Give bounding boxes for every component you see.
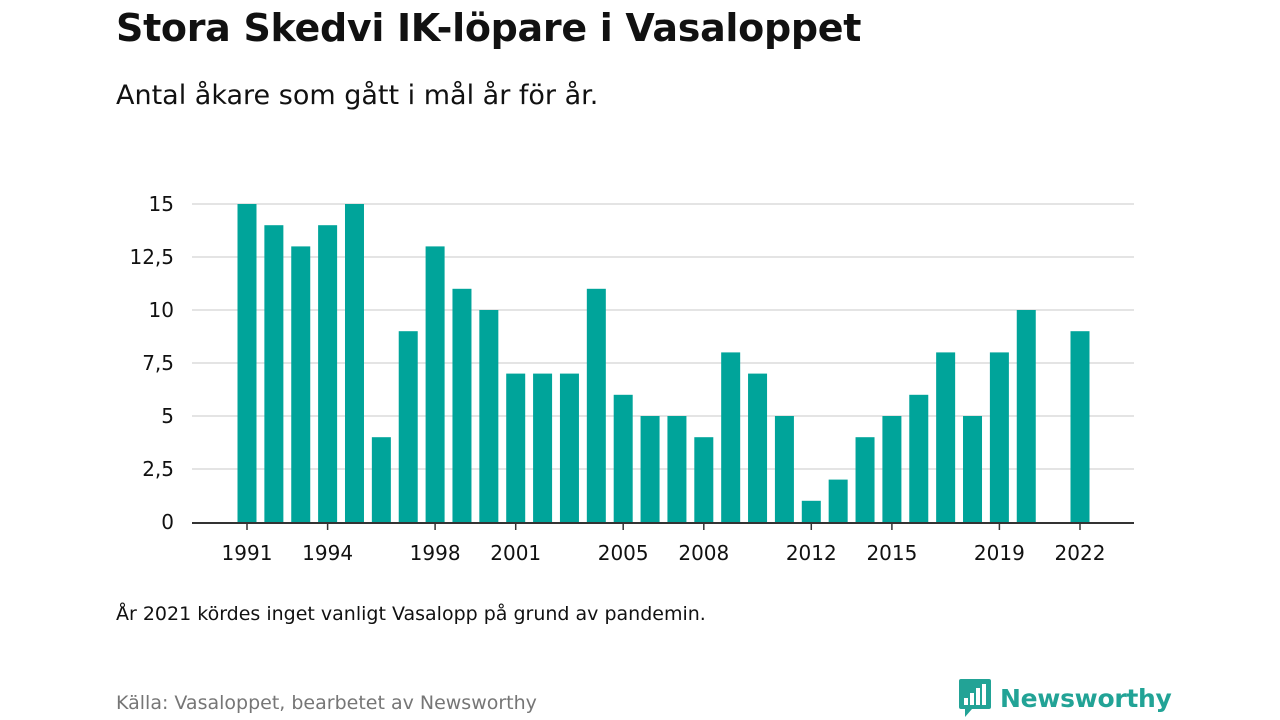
y-tick-label: 0 xyxy=(161,510,174,534)
brand-name: Newsworthy xyxy=(1000,683,1172,713)
bar-2008 xyxy=(694,437,714,522)
y-tick-label: 7,5 xyxy=(142,351,174,375)
bar-2010 xyxy=(748,373,768,522)
x-tick-label: 1998 xyxy=(410,541,461,565)
chart-note: År 2021 kördes inget vanligt Vasalopp på… xyxy=(116,603,706,625)
bar-2003 xyxy=(559,373,579,522)
bar-1996 xyxy=(371,437,391,522)
x-tick-label: 2008 xyxy=(678,541,729,565)
bar-2005 xyxy=(613,394,633,522)
bar-2014 xyxy=(855,437,875,522)
source-credit: Källa: Vasaloppet, bearbetet av Newswort… xyxy=(116,692,537,714)
y-tick-label: 15 xyxy=(149,192,174,216)
bar-2001 xyxy=(506,373,526,522)
x-tick-label: 2005 xyxy=(598,541,649,565)
bar-2007 xyxy=(667,416,687,522)
newsworthy-logo: Newsworthy xyxy=(958,678,1172,718)
bar-1995 xyxy=(344,204,364,522)
bars xyxy=(237,204,1090,522)
bar-2013 xyxy=(828,479,848,522)
bar-2011 xyxy=(774,416,794,522)
x-tick-label: 1994 xyxy=(302,541,353,565)
x-tick-label: 2012 xyxy=(786,541,837,565)
x-tick-label: 2001 xyxy=(490,541,541,565)
bar-2016 xyxy=(909,394,929,522)
bar-2004 xyxy=(586,288,606,522)
chat-bar-chart-icon xyxy=(959,679,991,717)
chart-subtitle: Antal åkare som gått i mål år för år. xyxy=(116,80,599,111)
bar-1998 xyxy=(425,246,445,522)
bar-2015 xyxy=(882,416,902,522)
bar-2020 xyxy=(1016,310,1036,522)
bar-1997 xyxy=(398,331,418,522)
bar-2002 xyxy=(533,373,553,522)
x-tick-label: 2022 xyxy=(1055,541,1106,565)
bar-1999 xyxy=(452,288,472,522)
y-tick-label: 12,5 xyxy=(129,245,174,269)
bar-2017 xyxy=(936,352,956,522)
y-tick-label: 2,5 xyxy=(142,457,174,481)
bar-2022 xyxy=(1070,331,1090,522)
bar-2000 xyxy=(479,310,499,522)
x-tick-label: 2015 xyxy=(866,541,917,565)
y-tick-label: 10 xyxy=(149,298,174,322)
y-tick-labels: 0 2,5 5 7,5 10 12,5 15 xyxy=(129,192,174,534)
y-tick-label: 5 xyxy=(161,404,174,428)
bar-1993 xyxy=(291,246,311,522)
bar-2012 xyxy=(801,500,821,522)
bar-2019 xyxy=(989,352,1009,522)
x-tick-label: 2019 xyxy=(974,541,1025,565)
chart-title: Stora Skedvi IK-löpare i Vasaloppet xyxy=(116,6,862,50)
bar-1992 xyxy=(264,225,284,522)
x-tick-labels: 1991 1994 1998 2001 2005 2008 2012 2015 2019 2022 xyxy=(222,523,1106,565)
bar-2018 xyxy=(963,416,983,522)
bar-2009 xyxy=(721,352,741,522)
x-tick-label: 1991 xyxy=(222,541,273,565)
bar-2006 xyxy=(640,416,660,522)
bar-1991 xyxy=(237,204,257,522)
bar-1994 xyxy=(318,225,338,522)
